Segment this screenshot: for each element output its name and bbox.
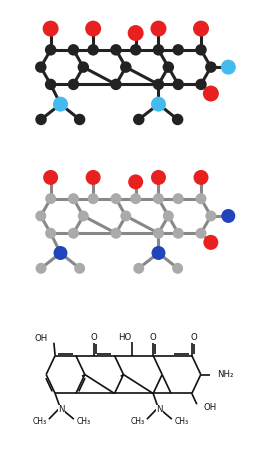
Circle shape: [196, 228, 206, 239]
Circle shape: [68, 228, 79, 239]
Circle shape: [133, 263, 144, 274]
Circle shape: [43, 170, 58, 185]
Text: N: N: [58, 405, 65, 414]
Circle shape: [45, 78, 56, 90]
Circle shape: [128, 25, 144, 41]
Circle shape: [172, 78, 184, 90]
Circle shape: [120, 211, 131, 221]
Circle shape: [172, 44, 184, 55]
Circle shape: [205, 62, 217, 73]
Circle shape: [35, 211, 46, 221]
Circle shape: [110, 44, 122, 55]
Text: NH₂: NH₂: [217, 370, 233, 379]
Circle shape: [203, 86, 219, 102]
Circle shape: [195, 44, 207, 55]
Circle shape: [153, 78, 164, 90]
Circle shape: [153, 193, 164, 204]
Text: alamy - EB3P5H: alamy - EB3P5H: [94, 454, 166, 463]
Circle shape: [173, 193, 184, 204]
Text: N: N: [156, 405, 163, 414]
Circle shape: [193, 21, 209, 37]
Circle shape: [53, 97, 68, 112]
Circle shape: [78, 211, 89, 221]
Circle shape: [35, 62, 47, 73]
Circle shape: [110, 228, 121, 239]
Circle shape: [88, 193, 99, 204]
Circle shape: [153, 44, 164, 55]
Circle shape: [110, 193, 121, 204]
Circle shape: [151, 97, 166, 112]
Text: OH: OH: [34, 334, 48, 343]
Text: O: O: [150, 333, 157, 342]
Text: CH₃: CH₃: [174, 417, 188, 426]
Circle shape: [86, 170, 101, 185]
Circle shape: [54, 246, 68, 260]
Circle shape: [151, 170, 166, 185]
Circle shape: [68, 78, 79, 90]
Text: O: O: [90, 333, 97, 342]
Circle shape: [221, 209, 235, 223]
Circle shape: [43, 21, 58, 37]
Circle shape: [195, 78, 207, 90]
Circle shape: [36, 263, 47, 274]
Circle shape: [162, 62, 174, 73]
Circle shape: [128, 174, 143, 189]
Circle shape: [172, 263, 183, 274]
Circle shape: [35, 114, 47, 125]
Circle shape: [203, 235, 218, 250]
Circle shape: [193, 170, 209, 185]
Text: CH₃: CH₃: [130, 417, 145, 426]
Circle shape: [45, 228, 56, 239]
Circle shape: [68, 193, 79, 204]
Circle shape: [130, 44, 141, 55]
Circle shape: [205, 211, 216, 221]
Circle shape: [130, 193, 141, 204]
Circle shape: [45, 44, 56, 55]
Text: HO: HO: [118, 333, 131, 342]
Circle shape: [196, 193, 206, 204]
Circle shape: [120, 62, 132, 73]
Circle shape: [221, 60, 236, 75]
Circle shape: [110, 78, 122, 90]
Circle shape: [74, 263, 85, 274]
Text: CH₃: CH₃: [32, 417, 46, 426]
Circle shape: [153, 228, 164, 239]
Text: O: O: [191, 333, 197, 342]
Circle shape: [85, 21, 101, 37]
Circle shape: [133, 114, 145, 125]
Text: OH: OH: [203, 403, 216, 412]
Circle shape: [77, 62, 89, 73]
Circle shape: [151, 21, 166, 37]
Circle shape: [87, 44, 99, 55]
Circle shape: [152, 246, 165, 260]
Text: CH₃: CH₃: [76, 417, 90, 426]
Circle shape: [68, 44, 79, 55]
Circle shape: [172, 114, 183, 125]
Circle shape: [163, 211, 174, 221]
Circle shape: [74, 114, 85, 125]
Circle shape: [45, 193, 56, 204]
Circle shape: [173, 228, 184, 239]
